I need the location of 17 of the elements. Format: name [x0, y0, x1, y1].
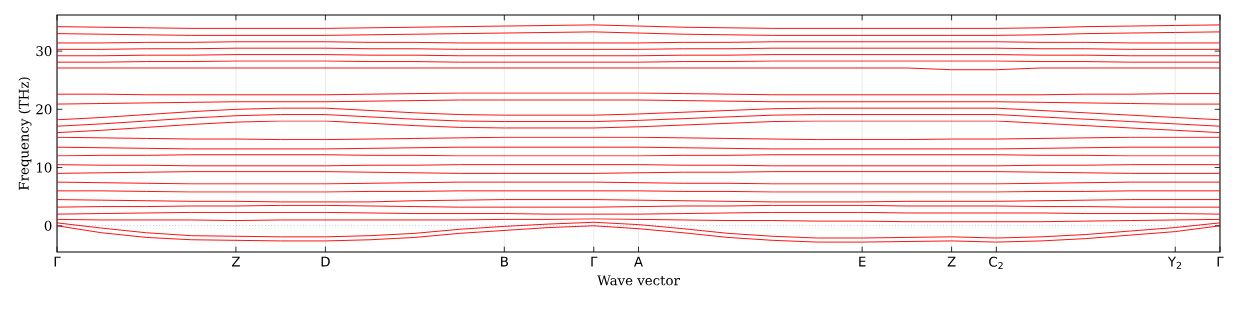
y-tick-label: 0	[44, 220, 52, 231]
x-tick-label: A	[634, 256, 643, 267]
x-tick-label: Z	[231, 256, 240, 267]
x-tick-label: E	[859, 256, 866, 267]
x-tick-label: Γ	[54, 256, 61, 267]
x-tick-label: Γ	[591, 256, 598, 267]
y-tick-label: 20	[36, 104, 52, 115]
y-tick-label: 10	[36, 162, 52, 173]
x-tick-label: D	[321, 256, 330, 267]
x-tick-label: Γ	[1217, 256, 1224, 267]
y-axis-title: Frequency (THz)	[18, 77, 32, 190]
x-tick-label: Z	[947, 256, 956, 267]
y-tick-label: 30	[36, 46, 52, 57]
x-tick-label: B	[501, 256, 508, 267]
x-tick-label: Y$_{2}$	[1167, 256, 1182, 269]
x-tick-label: C$_{2}$	[989, 256, 1003, 269]
x-axis-title: Wave vector	[597, 275, 680, 286]
